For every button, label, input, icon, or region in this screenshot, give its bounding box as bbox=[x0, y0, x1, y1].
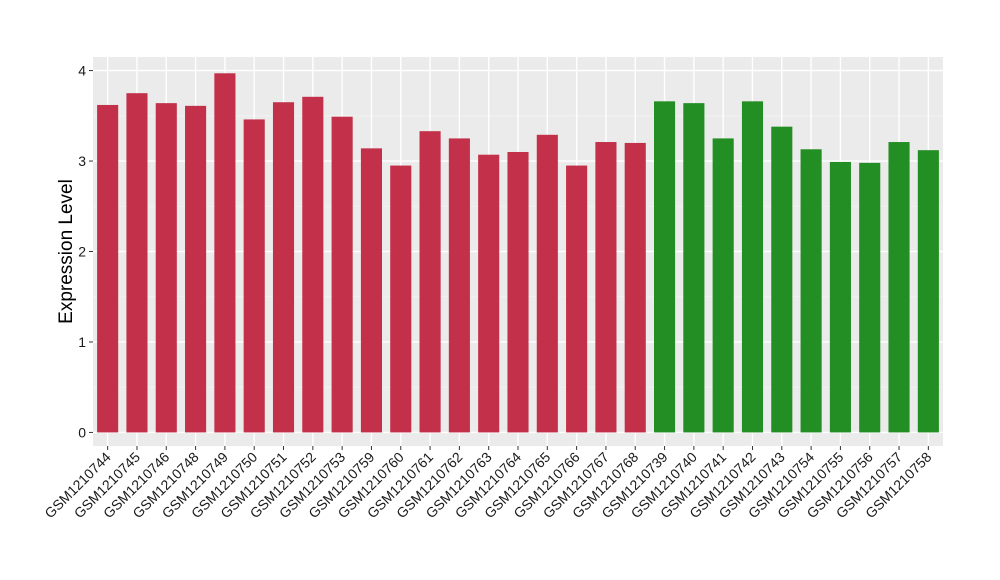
bars bbox=[97, 73, 939, 433]
y-tick-label: 2 bbox=[78, 244, 86, 260]
y-axis-title: Expression Level bbox=[56, 179, 77, 324]
bar-GSM1210753 bbox=[331, 116, 353, 433]
bar-GSM1210742 bbox=[741, 101, 764, 433]
bar-GSM1210762 bbox=[448, 138, 470, 433]
bar-GSM1210767 bbox=[595, 142, 617, 433]
y-axis: 0 1 2 3 4 bbox=[78, 63, 93, 440]
bar-GSM1210768 bbox=[624, 142, 646, 433]
bar-GSM1210745 bbox=[126, 93, 148, 433]
bar-GSM1210752 bbox=[302, 96, 324, 433]
bar-GSM1210761 bbox=[419, 131, 441, 433]
bar-GSM1210756 bbox=[859, 162, 881, 433]
bar-GSM1210754 bbox=[800, 149, 822, 433]
bar-GSM1210760 bbox=[390, 165, 412, 433]
bar-GSM1210744 bbox=[97, 104, 119, 433]
bar-GSM1210766 bbox=[566, 165, 588, 433]
bar-GSM1210748 bbox=[185, 105, 207, 433]
bar-GSM1210755 bbox=[829, 161, 851, 433]
bar-GSM1210759 bbox=[360, 148, 382, 433]
y-tick-label: 0 bbox=[78, 424, 86, 440]
y-tick-label: 4 bbox=[78, 63, 86, 79]
bar-GSM1210749 bbox=[214, 73, 236, 433]
bar-GSM1210764 bbox=[507, 151, 529, 433]
bar-GSM1210763 bbox=[478, 154, 500, 433]
bar-GSM1210743 bbox=[771, 126, 793, 433]
bar-GSM1210740 bbox=[683, 103, 705, 433]
x-axis: GSM1210744GSM1210745GSM1210746GSM1210748… bbox=[41, 446, 935, 521]
bar-GSM1210765 bbox=[536, 134, 558, 433]
bar-GSM1210757 bbox=[888, 142, 910, 433]
y-tick-label: 1 bbox=[78, 334, 86, 350]
bar-GSM1210741 bbox=[712, 138, 734, 433]
y-tick-label: 3 bbox=[78, 153, 86, 169]
bar-GSM1210739 bbox=[654, 101, 676, 433]
bar-GSM1210750 bbox=[243, 119, 265, 433]
bar-GSM1210751 bbox=[272, 102, 295, 433]
bar-GSM1210746 bbox=[155, 103, 177, 433]
bar-GSM1210758 bbox=[917, 150, 939, 433]
